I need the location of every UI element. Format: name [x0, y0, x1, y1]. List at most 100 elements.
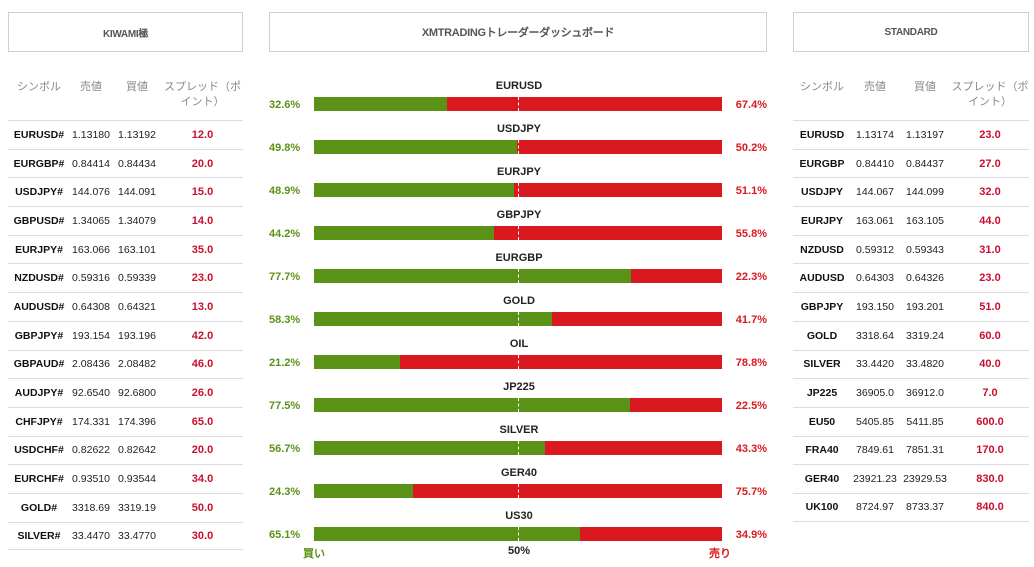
- bid-cell: 193.154: [72, 329, 110, 342]
- spread-cell: 31.0: [979, 243, 1001, 256]
- table-row: EURGBP 0.84410 0.84437 27.0: [793, 148, 1029, 178]
- bid-cell: 3318.64: [856, 329, 894, 342]
- ask-cell: 36912.0: [906, 387, 944, 400]
- midline-marker: [518, 97, 519, 111]
- bid-cell: 144.076: [72, 186, 110, 199]
- spread-cell: 840.0: [976, 501, 1004, 514]
- midline-marker: [518, 226, 519, 240]
- buy-percentage: 49.8%: [269, 142, 301, 154]
- table-header: シンボル 売値 買値 スプレッド（ポイント）: [8, 72, 243, 120]
- bid-cell: 1.13174: [856, 128, 894, 141]
- sell-bar: [314, 269, 722, 283]
- sentiment-row: EURGBP 77.7% 22.3%: [269, 250, 769, 293]
- sell-percentage: 78.8%: [735, 357, 767, 369]
- ask-cell: 33.4820: [906, 358, 944, 371]
- spread-cell: 44.0: [979, 214, 1001, 227]
- symbol-cell: GBPJPY#: [14, 329, 64, 342]
- sentiment-bars: EURUSD 32.6% 67.4% USDJPY 49.8% 50.2% EURJPY 48…: [269, 78, 769, 551]
- table-row: GOLD 3318.64 3319.24 60.0: [793, 320, 1029, 350]
- ask-cell: 174.396: [118, 415, 156, 428]
- bid-cell: 0.64303: [856, 272, 894, 285]
- table-row: GBPUSD# 1.34065 1.34079 14.0: [8, 206, 243, 235]
- ask-cell: 3319.24: [906, 329, 944, 342]
- symbol-cell: UK100: [805, 501, 839, 514]
- sentiment-symbol: US30: [505, 510, 533, 522]
- table-header: シンボル 売値 買値 スプレッド（ポイント）: [793, 72, 1029, 120]
- standard-panel-header: STANDARD: [793, 12, 1029, 52]
- ask-cell: 5411.85: [906, 415, 944, 428]
- spread-cell: 40.0: [979, 358, 1001, 371]
- symbol-cell: GOLD#: [20, 501, 58, 514]
- column-header-symbol: シンボル: [800, 81, 844, 93]
- symbol-cell: EURJPY: [800, 214, 843, 227]
- table-row: EURGBP# 0.84414 0.84434 20.0: [8, 148, 243, 178]
- axis-sell-label: 売り: [709, 548, 731, 560]
- bid-cell: 0.82622: [72, 444, 110, 457]
- table-row: GBPJPY# 193.154 193.196 42.0: [8, 320, 243, 350]
- buy-bar: [314, 269, 632, 283]
- ask-cell: 92.6800: [118, 387, 156, 400]
- buy-percentage: 56.7%: [269, 443, 301, 455]
- midline-marker: [518, 312, 519, 326]
- table-row: FRA40 7849.61 7851.31 170.0: [793, 435, 1029, 465]
- midline-marker: [518, 527, 519, 541]
- table-row: SILVER 33.4420 33.4820 40.0: [793, 349, 1029, 379]
- table-body: EURUSD 1.13174 1.13197 23.0 EURGBP 0.84410 0.8…: [793, 120, 1029, 522]
- ask-cell: 0.64326: [906, 272, 944, 285]
- bid-cell: 0.93510: [72, 473, 110, 486]
- ask-cell: 1.13192: [118, 128, 156, 141]
- spread-cell: 46.0: [191, 358, 214, 371]
- spread-cell: 50.0: [191, 501, 214, 514]
- sentiment-symbol: JP225: [503, 381, 535, 393]
- spread-cell: 15.0: [191, 186, 214, 199]
- bid-cell: 0.59316: [72, 272, 110, 285]
- table-row: EURUSD# 1.13180 1.13192 12.0: [8, 120, 243, 149]
- symbol-cell: EURGBP#: [13, 157, 65, 170]
- spread-cell: 23.0: [191, 272, 214, 285]
- table-row: USDJPY 144.067 144.099 32.0: [793, 177, 1029, 206]
- midline-marker: [518, 484, 519, 498]
- column-header-ask: 買値: [126, 81, 148, 93]
- symbol-cell: GBPUSD#: [13, 214, 65, 227]
- buy-percentage: 24.3%: [269, 486, 301, 498]
- bid-cell: 8724.97: [856, 501, 894, 514]
- column-header-bid: 売値: [80, 81, 102, 93]
- sell-percentage: 75.7%: [735, 486, 767, 498]
- ask-cell: 1.13197: [906, 128, 944, 141]
- symbol-cell: GBPJPY: [800, 300, 844, 313]
- spread-cell: 20.0: [191, 444, 214, 457]
- ask-cell: 144.091: [118, 186, 156, 199]
- spread-cell: 60.0: [979, 329, 1001, 342]
- ask-cell: 23929.53: [903, 473, 947, 486]
- sell-percentage: 41.7%: [735, 314, 767, 326]
- buy-bar: [314, 484, 414, 498]
- ask-cell: 3319.19: [118, 501, 156, 514]
- symbol-cell: GBPAUD#: [13, 358, 65, 371]
- sell-bar: [314, 527, 722, 541]
- buy-percentage: 77.7%: [269, 271, 301, 283]
- symbol-cell: SILVER#: [17, 529, 61, 542]
- bid-cell: 23921.23: [853, 473, 897, 486]
- spread-cell: 51.0: [979, 300, 1001, 313]
- bid-cell: 163.066: [72, 243, 110, 256]
- spread-cell: 32.0: [979, 186, 1001, 199]
- kiwami-panel-header: KIWAMI極: [8, 12, 243, 52]
- sell-bar: [314, 226, 722, 240]
- sell-percentage: 43.3%: [735, 443, 767, 455]
- sentiment-symbol: EURUSD: [495, 80, 543, 92]
- bid-cell: 1.13180: [72, 128, 110, 141]
- spread-cell: 26.0: [191, 387, 214, 400]
- bid-cell: 7849.61: [856, 444, 894, 457]
- spread-cell: 34.0: [191, 473, 214, 486]
- ask-cell: 0.59339: [118, 272, 156, 285]
- column-header-ask: 買値: [914, 81, 936, 93]
- bid-cell: 33.4470: [72, 529, 110, 542]
- spread-cell: 830.0: [976, 473, 1004, 486]
- sell-bar: [314, 441, 722, 455]
- ask-cell: 7851.31: [906, 444, 944, 457]
- spread-cell: 14.0: [191, 214, 214, 227]
- table-row: NZDUSD 0.59312 0.59343 31.0: [793, 234, 1029, 264]
- bid-cell: 92.6540: [72, 387, 110, 400]
- sentiment-row: SILVER 56.7% 43.3%: [269, 422, 769, 465]
- ask-cell: 33.4770: [118, 529, 156, 542]
